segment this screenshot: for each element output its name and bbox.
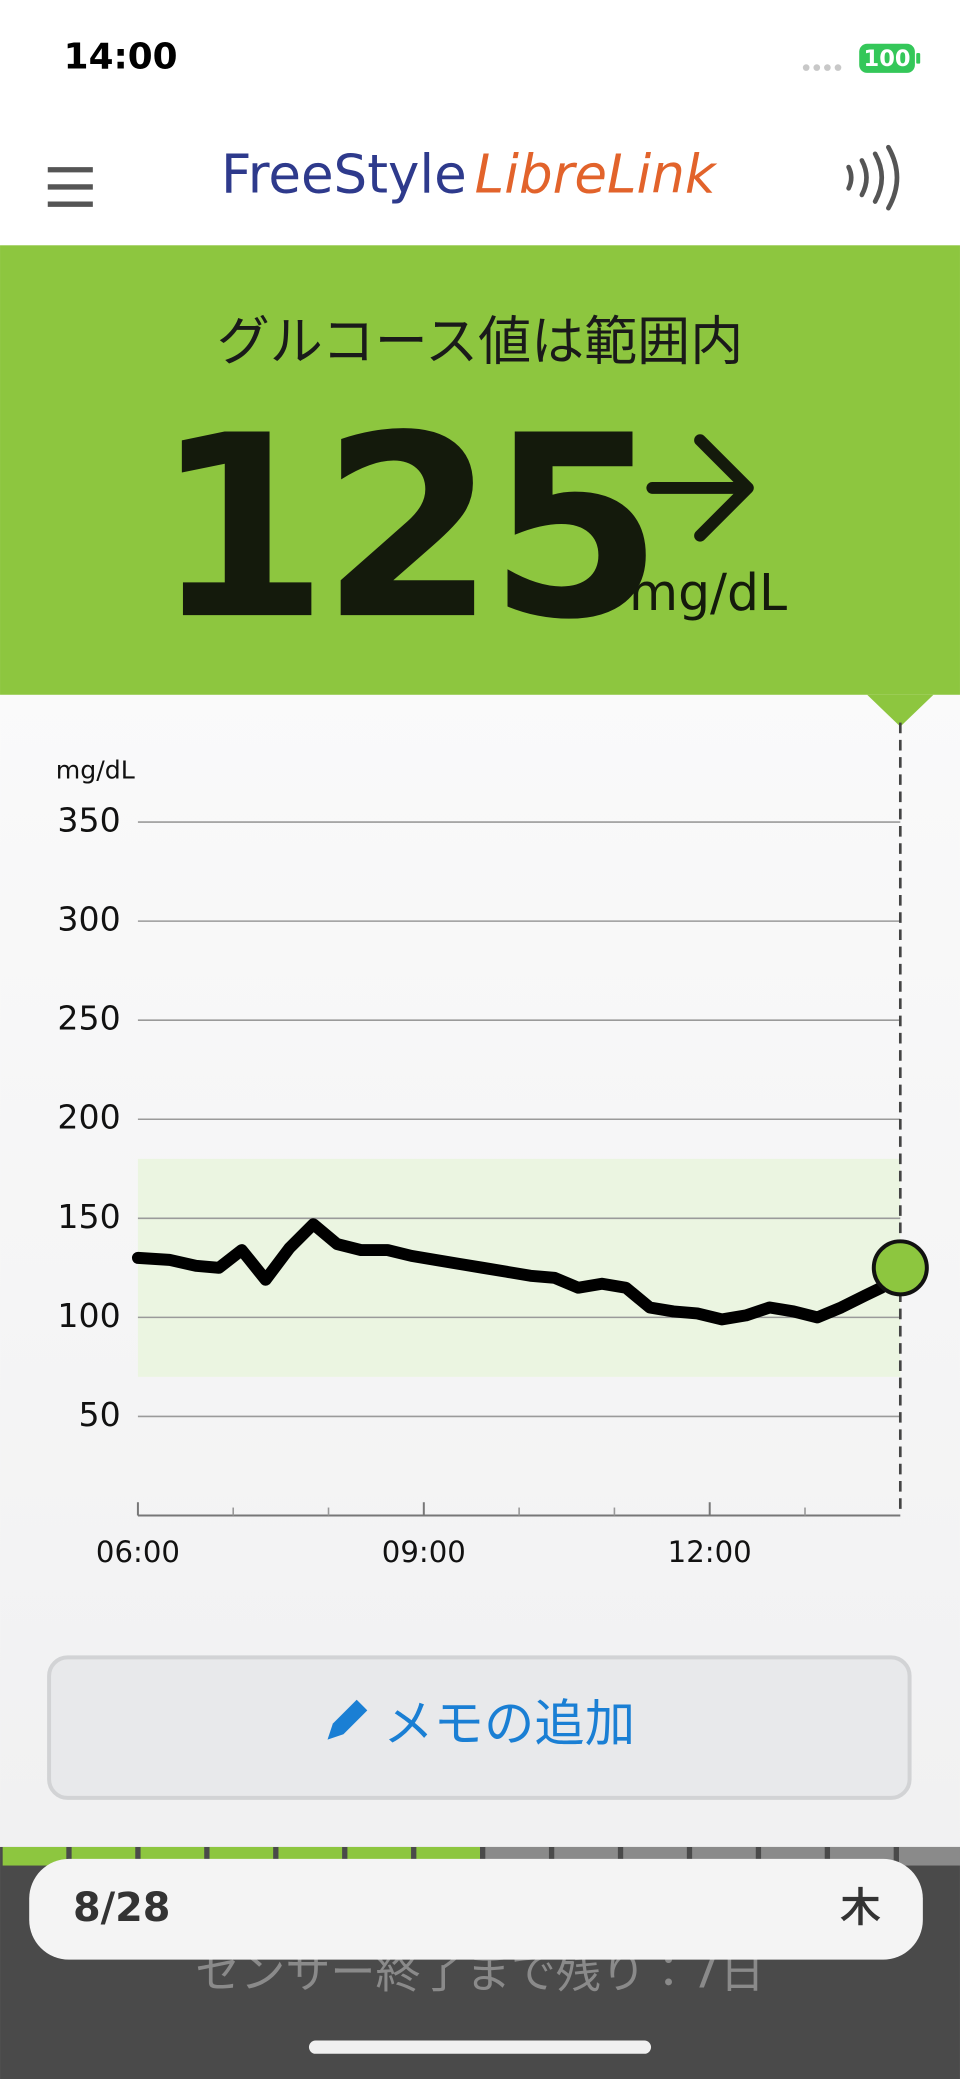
x-tick-label: 06:00 [96, 1535, 180, 1569]
pencil-icon [327, 1699, 368, 1740]
banner-pointer [867, 694, 934, 727]
brand: FreeStyle [221, 143, 467, 205]
progress-segment [898, 1846, 960, 1866]
battery [859, 43, 915, 73]
home-indicator [308, 2040, 652, 2054]
glucose-line [131, 1218, 907, 1326]
current-reading [871, 1239, 929, 1297]
menu-button[interactable] [47, 167, 93, 207]
trend-arrow [646, 434, 754, 542]
date-card [29, 1858, 923, 1960]
add-note-button[interactable] [47, 1655, 912, 1800]
glucose-status: グルコース値は範囲内 [217, 310, 743, 372]
top-area [0, 0, 960, 246]
date: 8/28 [73, 1885, 171, 1931]
x-tick-label: 12:00 [668, 1535, 752, 1569]
y-tick-label: 100 [57, 1296, 120, 1335]
y-tick-label: 350 [57, 801, 120, 840]
signal [802, 64, 842, 71]
x-tick-label: 09:00 [382, 1535, 466, 1569]
y-tick-label: 300 [57, 900, 120, 939]
glucose-banner [0, 245, 960, 695]
weekday: 木 [841, 1885, 881, 1931]
glucose-value: 125 [153, 382, 655, 675]
y-axis-label: mg/dL [56, 756, 135, 785]
battery-level: 100 [864, 46, 911, 72]
y-tick-label: 50 [79, 1395, 121, 1434]
scan-icon[interactable] [846, 144, 900, 211]
glucose-unit: mg/dL [629, 563, 787, 622]
y-tick-label: 200 [57, 1098, 120, 1137]
glucose-chart: mg/dL 50 100 150 200 250 300 350 06:00 09:00 12:0… [56, 722, 929, 1569]
y-tick-label: 150 [57, 1197, 120, 1236]
y-tick-label: 250 [57, 999, 120, 1038]
product: LibreLink [475, 143, 718, 205]
add-note-label[interactable]: メモの追加 [383, 1694, 635, 1753]
time: 14:00 [64, 36, 178, 77]
battery-tip [916, 53, 921, 64]
progress-segment [2, 1846, 67, 1866]
